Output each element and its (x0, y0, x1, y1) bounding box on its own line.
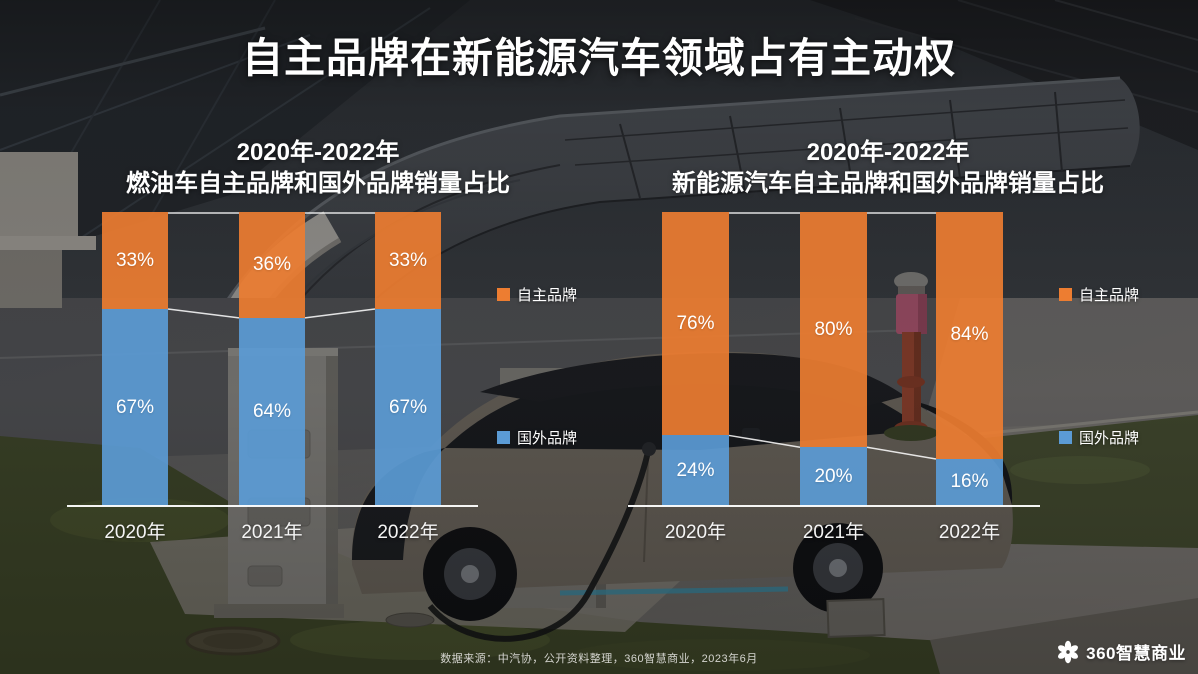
value-label: 67% (115, 396, 155, 418)
legend-swatch-own (497, 287, 510, 301)
stacked-bar: 36% 64% (239, 212, 305, 506)
bar-segment-own-brand: 33% (375, 212, 441, 310)
bar-segment-own-brand: 84% (936, 212, 1003, 459)
stacked-bar: 76% 24% (662, 212, 729, 506)
legend-item-foreign-right: 国外品牌 (1059, 428, 1140, 447)
value-label: 84% (950, 324, 989, 346)
bar-segment-own-brand: 36% (239, 212, 305, 318)
stacked-bar: 84% 16% (936, 212, 1003, 506)
value-label: 36% (252, 253, 292, 275)
bar-segment-foreign-brand: 24% (662, 435, 729, 506)
nev-chart-title: 2020年-2022年 新能源汽车自主品牌和国外品牌销量占比 (668, 138, 1108, 200)
logo-360-flower-icon (1058, 640, 1079, 663)
value-label: 76% (676, 312, 715, 334)
bar-segment-foreign-brand: 16% (936, 458, 1003, 506)
category-label: 2020年 (104, 522, 166, 543)
page-title: 自主品牌在新能源汽车领域占有主动权 (242, 35, 956, 81)
value-label: 33% (388, 249, 428, 271)
legend-label-own: 自主品牌 (517, 286, 578, 304)
category-label: 2022年 (377, 522, 439, 543)
value-label: 80% (814, 318, 853, 340)
brand-name: 360智慧商业 (1086, 644, 1186, 663)
stacked-bar: 80% 20% (800, 212, 867, 506)
value-label: 20% (814, 465, 853, 487)
fuel-chart-title: 2020年-2022年 燃油车自主品牌和国外品牌销量占比 (98, 138, 538, 200)
bar-segment-foreign-brand: 67% (102, 309, 168, 506)
fuel-chart-title-line1: 2020年-2022年 (236, 139, 400, 166)
fuel-stacked-bar-chart: 33% 67% 2020年 36% 64% 2021年 33% 67% 2022年 (67, 212, 478, 546)
x-axis-baseline (628, 505, 1040, 507)
legend-label-foreign: 国外品牌 (517, 429, 578, 447)
data-source-note: 数据来源：中汽协，公开资料整理，360智慧商业，2023年6月 (440, 653, 758, 665)
legend-item-own-left: 自主品牌 (497, 285, 578, 304)
legend-label-own: 自主品牌 (1079, 286, 1140, 304)
bar-segment-foreign-brand: 64% (239, 317, 305, 506)
bar-segment-foreign-brand: 20% (800, 447, 867, 506)
category-label: 2021年 (802, 522, 865, 543)
category-label: 2022年 (938, 522, 1001, 543)
nev-stacked-bar-chart: 76% 24% 2020年 80% 20% 2021年 84% 16% 2022年 (628, 212, 1040, 546)
value-label: 33% (115, 249, 155, 271)
fuel-chart-title-line2: 燃油车自主品牌和国外品牌销量占比 (126, 170, 510, 197)
bar-segment-own-brand: 33% (102, 212, 168, 310)
brand-logo: 360智慧商业 (1056, 639, 1186, 664)
legend-swatch-foreign (1059, 430, 1072, 444)
x-axis-baseline (67, 505, 478, 507)
legend-label-foreign: 国外品牌 (1079, 429, 1140, 447)
legend-item-foreign-left: 国外品牌 (497, 428, 578, 447)
value-label: 16% (950, 471, 989, 493)
legend-swatch-own (1059, 287, 1072, 301)
bar-segment-foreign-brand: 67% (375, 309, 441, 506)
legend-swatch-foreign (497, 430, 510, 444)
bar-segment-own-brand: 80% (800, 212, 867, 448)
value-label: 64% (252, 400, 292, 422)
nev-chart-title-line1: 2020年-2022年 (806, 139, 970, 166)
value-label: 24% (676, 459, 715, 481)
stacked-bar: 33% 67% (375, 212, 441, 506)
category-label: 2021年 (241, 522, 303, 543)
bar-segment-own-brand: 76% (662, 212, 729, 436)
value-label: 67% (388, 396, 428, 418)
category-label: 2020年 (664, 522, 727, 543)
stacked-bar: 33% 67% (102, 212, 168, 506)
legend-item-own-right: 自主品牌 (1059, 285, 1140, 304)
nev-chart-title-line2: 新能源汽车自主品牌和国外品牌销量占比 (672, 170, 1104, 197)
